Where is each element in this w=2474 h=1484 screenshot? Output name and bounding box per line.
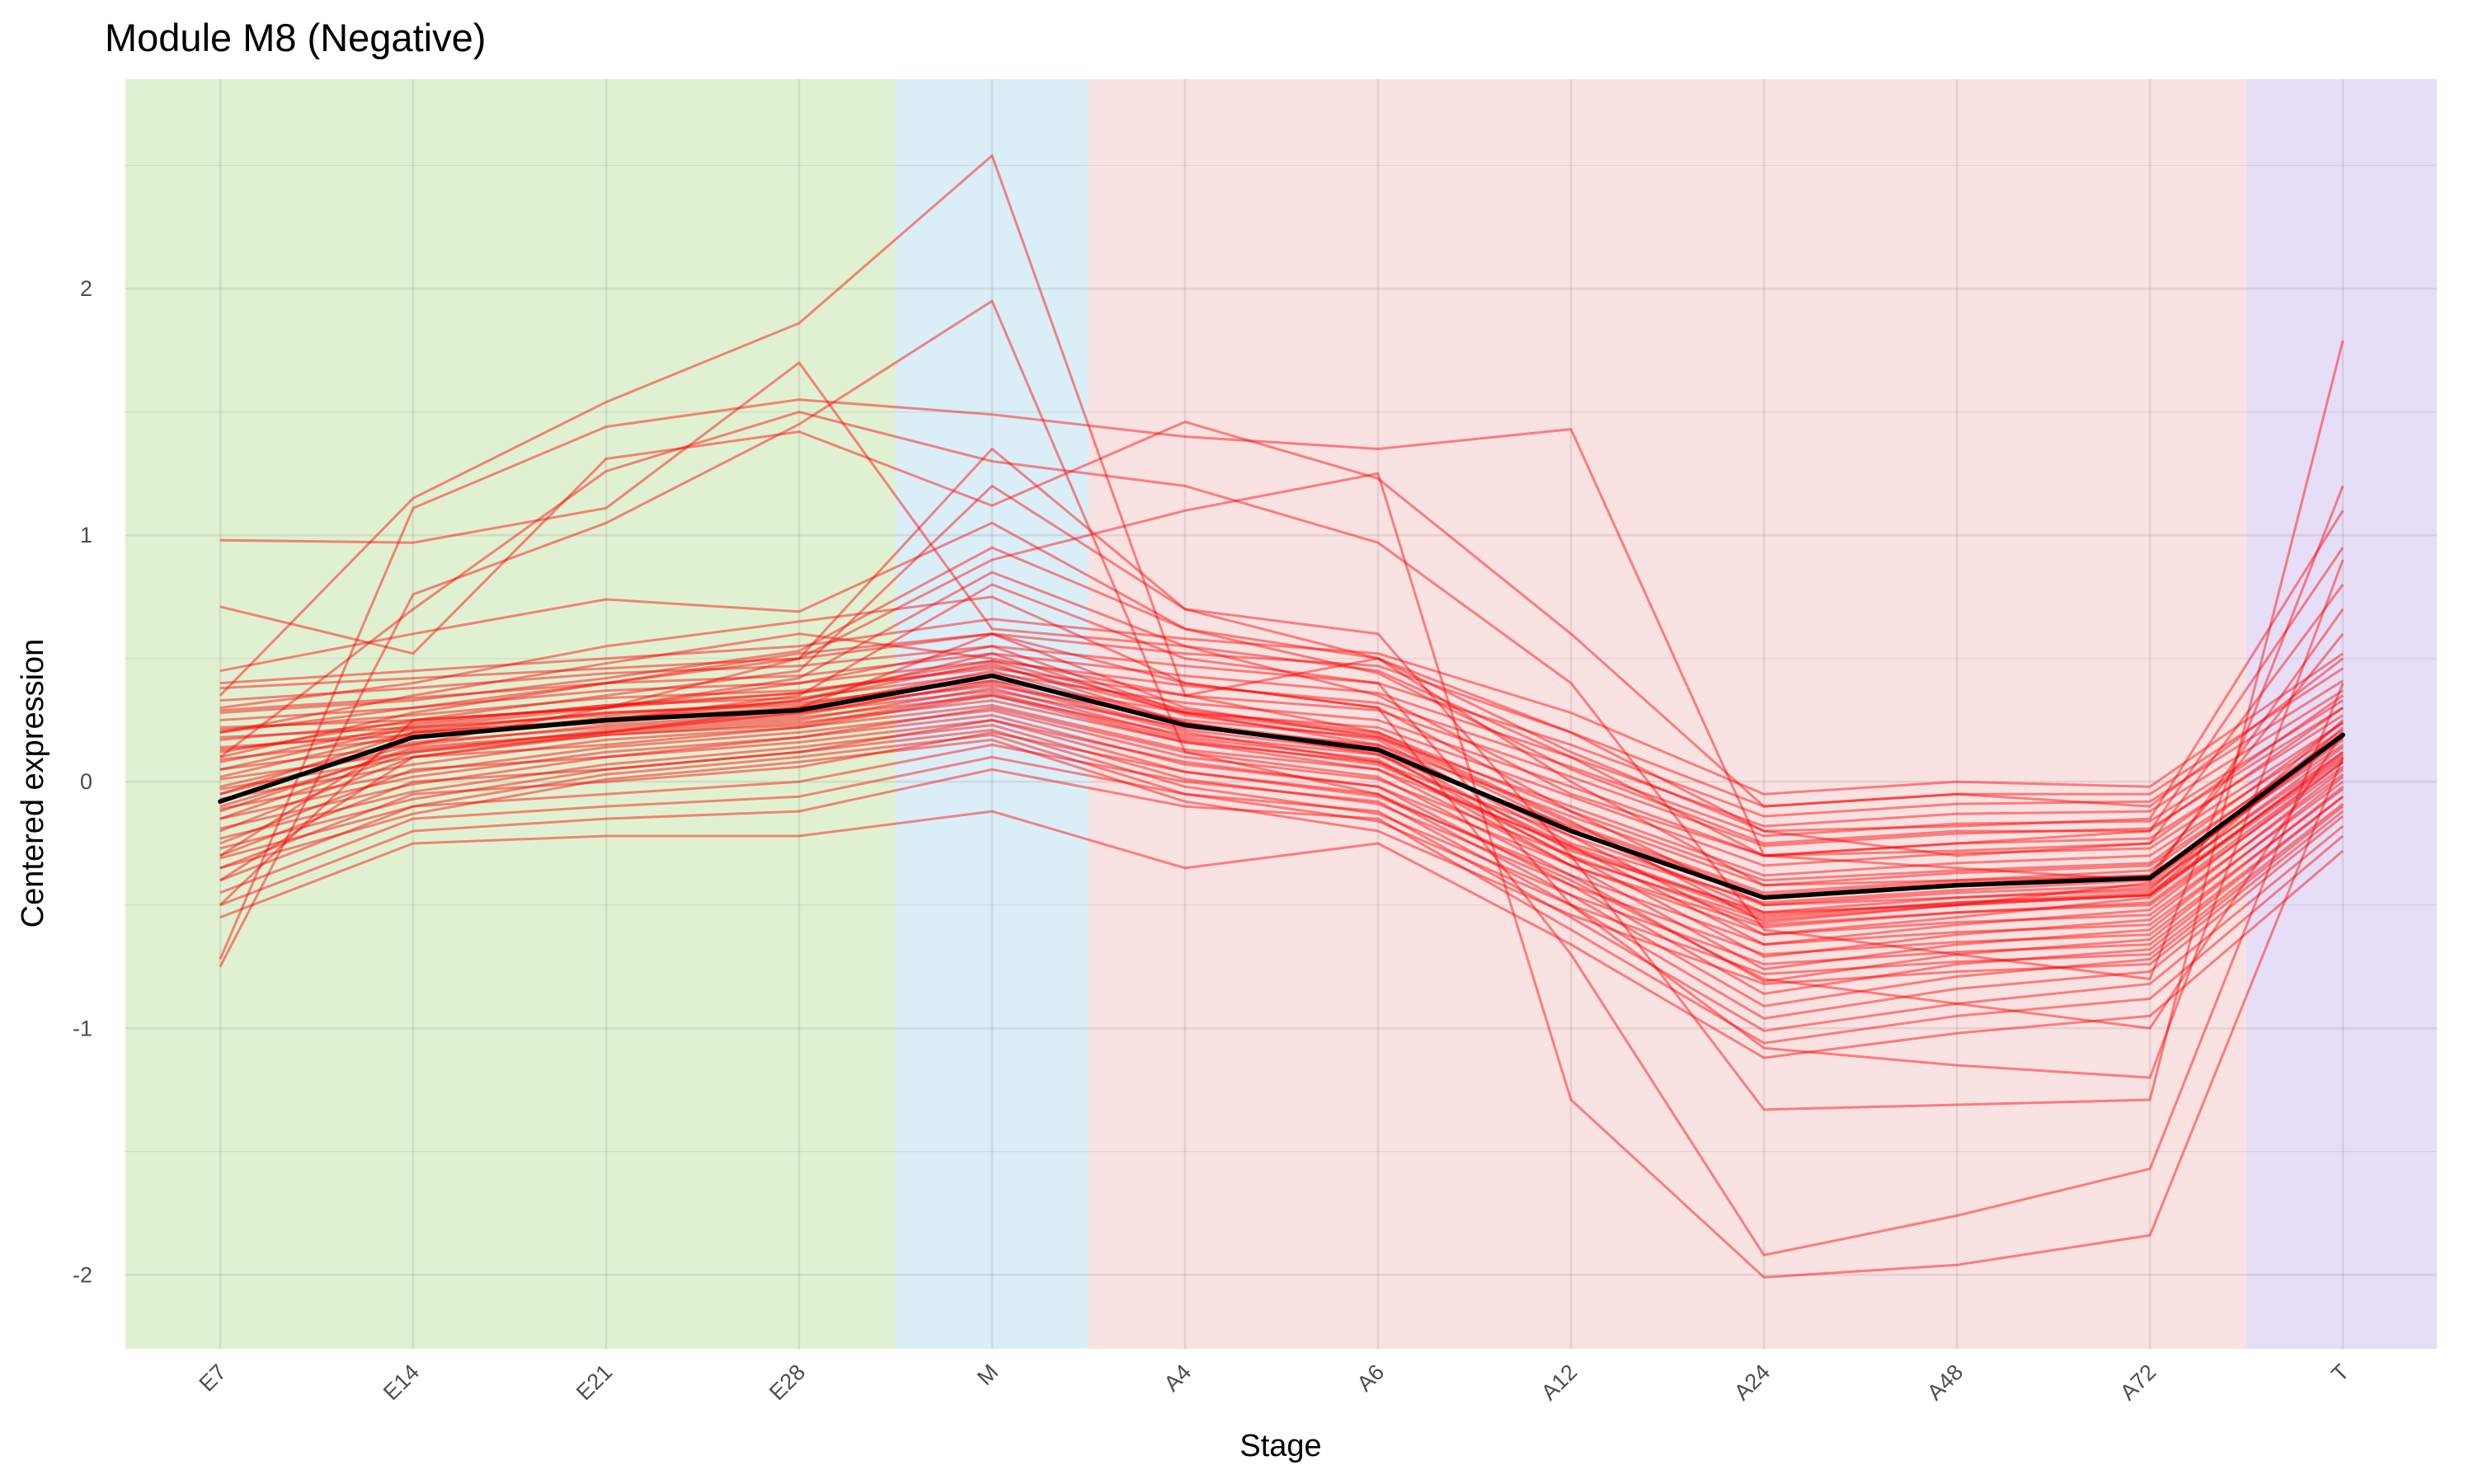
x-tick-label-m: M (972, 1360, 1003, 1390)
grid-lines (125, 79, 2437, 1349)
x-tick-label-t: T (2326, 1360, 2354, 1387)
gene-line-31 (219, 667, 2344, 848)
gene-line-6 (219, 411, 2345, 980)
gene-line-39 (219, 709, 2344, 927)
x-tick-label-a72: A72 (2115, 1360, 2161, 1405)
gene-line-44 (219, 733, 2344, 975)
y-tick-label: -2 (73, 1262, 92, 1287)
gene-line-23 (219, 755, 2344, 1032)
gene-line-37 (219, 699, 2344, 907)
gene-line-4 (219, 398, 2345, 960)
gene-line-18 (219, 694, 2344, 970)
gene-line-42 (219, 724, 2344, 956)
gene-line-33 (219, 679, 2344, 867)
gene-line-46 (219, 546, 2345, 845)
y-tick-label: 2 (80, 276, 92, 301)
y-tick-label: -1 (73, 1016, 92, 1040)
gene-line-1 (219, 361, 2344, 857)
gene-line-56 (219, 660, 2344, 882)
gene-line-38 (219, 704, 2344, 917)
x-tick-label-e7: E7 (195, 1360, 232, 1397)
y-tick-label: 0 (80, 769, 92, 794)
gene-line-28 (219, 645, 2344, 818)
gene-line-19 (219, 707, 2344, 983)
gene-line-24 (219, 768, 2344, 1045)
gene-line-30 (219, 660, 2344, 838)
gene-line-20 (219, 719, 2344, 995)
gene-line-49 (219, 652, 2344, 904)
x-tick-labels: E7 E14 E21 E28 M A4 A6 A12 A24 A48 A72 T (195, 1360, 2354, 1405)
gene-lines (219, 154, 2345, 1279)
gene-line-7 (219, 472, 2345, 1279)
gene-line-55 (219, 692, 2344, 919)
chart-title: Module M8 (Negative) (105, 16, 486, 59)
x-tick-label-a4: A4 (1159, 1360, 1197, 1397)
stage-band-3 (2246, 79, 2437, 1349)
gene-line-40 (219, 714, 2344, 937)
gene-line-17 (219, 682, 2344, 958)
x-tick-label-e21: E21 (571, 1360, 617, 1405)
gene-line-5 (219, 299, 2345, 1030)
gene-line-27 (219, 632, 2344, 808)
mean-line (218, 673, 2345, 900)
gene-line-41 (219, 719, 2344, 946)
gene-line-32 (219, 672, 2344, 857)
gene-line-26 (219, 618, 2344, 796)
gene-line-3 (219, 154, 2344, 857)
gene-line-53 (219, 687, 2344, 929)
y-tick-labels: -2 -1 0 1 2 (73, 276, 92, 1287)
stage-bands (125, 79, 2437, 1349)
x-tick-label-a48: A48 (1922, 1360, 1968, 1405)
gene-line-21 (219, 730, 2344, 1007)
x-tick-label-a24: A24 (1729, 1360, 1775, 1405)
x-axis-title: Stage (1239, 1429, 1321, 1463)
gene-line-36 (219, 694, 2344, 897)
gene-line-8 (219, 632, 2345, 1256)
gene-line-2 (219, 420, 2344, 808)
gene-line-25 (219, 810, 2344, 1059)
gene-line-12 (219, 595, 2344, 907)
x-tick-label-e28: E28 (764, 1360, 810, 1405)
x-tick-label-e14: E14 (379, 1360, 424, 1405)
stage-band-2 (1089, 79, 2246, 1349)
gene-line-51 (219, 679, 2344, 922)
gene-line-15 (219, 645, 2344, 937)
x-tick-label-a12: A12 (1536, 1360, 1582, 1405)
gene-line-9 (219, 340, 2345, 1111)
mean-line-group (218, 673, 2345, 900)
gene-line-11 (219, 521, 2345, 887)
gene-line-13 (219, 632, 2344, 924)
gene-line-14 (219, 632, 2344, 914)
gene-line-43 (219, 728, 2344, 965)
stage-band-1 (896, 79, 1089, 1349)
gene-line-22 (219, 743, 2344, 1020)
gene-line-45 (219, 738, 2344, 985)
gene-line-52 (219, 665, 2344, 895)
gene-line-29 (219, 652, 2344, 828)
gene-line-48 (219, 571, 2345, 857)
y-axis-title: Centered expression (16, 639, 50, 928)
y-tick-label: 1 (80, 523, 92, 547)
gene-line-47 (219, 484, 2345, 833)
x-tick-label-a6: A6 (1352, 1360, 1390, 1397)
